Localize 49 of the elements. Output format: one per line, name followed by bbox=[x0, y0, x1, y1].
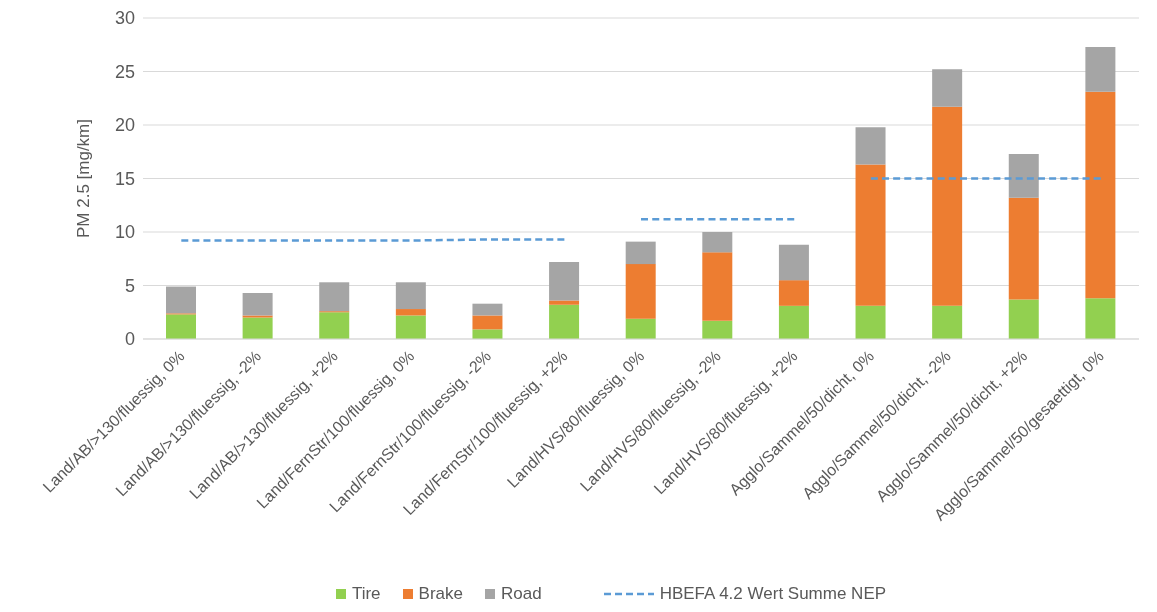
y-axis-title: PM 2.5 [mg/km] bbox=[74, 118, 94, 239]
bar bbox=[395, 282, 426, 310]
legend-label: HBEFA 4.2 Wert Summe NEP bbox=[659, 584, 887, 604]
bar bbox=[778, 244, 809, 281]
bar bbox=[1008, 197, 1039, 300]
bar bbox=[319, 282, 350, 312]
bar bbox=[242, 315, 273, 318]
bar bbox=[702, 320, 733, 339]
bar bbox=[472, 303, 503, 316]
bar bbox=[702, 232, 733, 253]
bar bbox=[472, 315, 503, 330]
y-tick-label: 0 bbox=[124, 329, 135, 350]
bar bbox=[166, 286, 196, 314]
bar bbox=[778, 305, 809, 339]
bar bbox=[1085, 298, 1116, 339]
bar bbox=[1008, 299, 1039, 339]
bar bbox=[1008, 153, 1039, 198]
bar bbox=[778, 280, 809, 306]
bar bbox=[549, 261, 580, 301]
bar bbox=[932, 305, 963, 339]
bar bbox=[242, 317, 273, 339]
bar bbox=[1085, 46, 1116, 92]
bar bbox=[855, 164, 886, 306]
y-tick-label: 15 bbox=[114, 168, 135, 189]
bar bbox=[855, 305, 886, 339]
legend-label: Road bbox=[501, 584, 542, 604]
y-tick-label: 5 bbox=[124, 275, 135, 296]
bar bbox=[625, 264, 656, 319]
bar bbox=[549, 300, 580, 305]
bar bbox=[549, 304, 580, 339]
bar bbox=[932, 106, 963, 306]
bar bbox=[702, 252, 733, 321]
bar bbox=[395, 315, 426, 339]
y-tick-label: 10 bbox=[114, 222, 135, 243]
bar bbox=[472, 329, 503, 339]
y-tick-label: 25 bbox=[114, 61, 135, 82]
bar bbox=[319, 312, 350, 339]
bar bbox=[625, 318, 656, 339]
y-tick-label: 30 bbox=[114, 8, 135, 29]
bar bbox=[932, 69, 963, 107]
bar bbox=[166, 314, 196, 339]
legend-label: Brake bbox=[418, 584, 463, 604]
bar bbox=[395, 309, 426, 316]
bar bbox=[1085, 91, 1116, 299]
y-tick-label: 20 bbox=[114, 115, 135, 136]
legend-label: Tire bbox=[351, 584, 381, 604]
bar bbox=[625, 241, 656, 265]
bar bbox=[855, 127, 886, 165]
bar bbox=[242, 292, 273, 316]
